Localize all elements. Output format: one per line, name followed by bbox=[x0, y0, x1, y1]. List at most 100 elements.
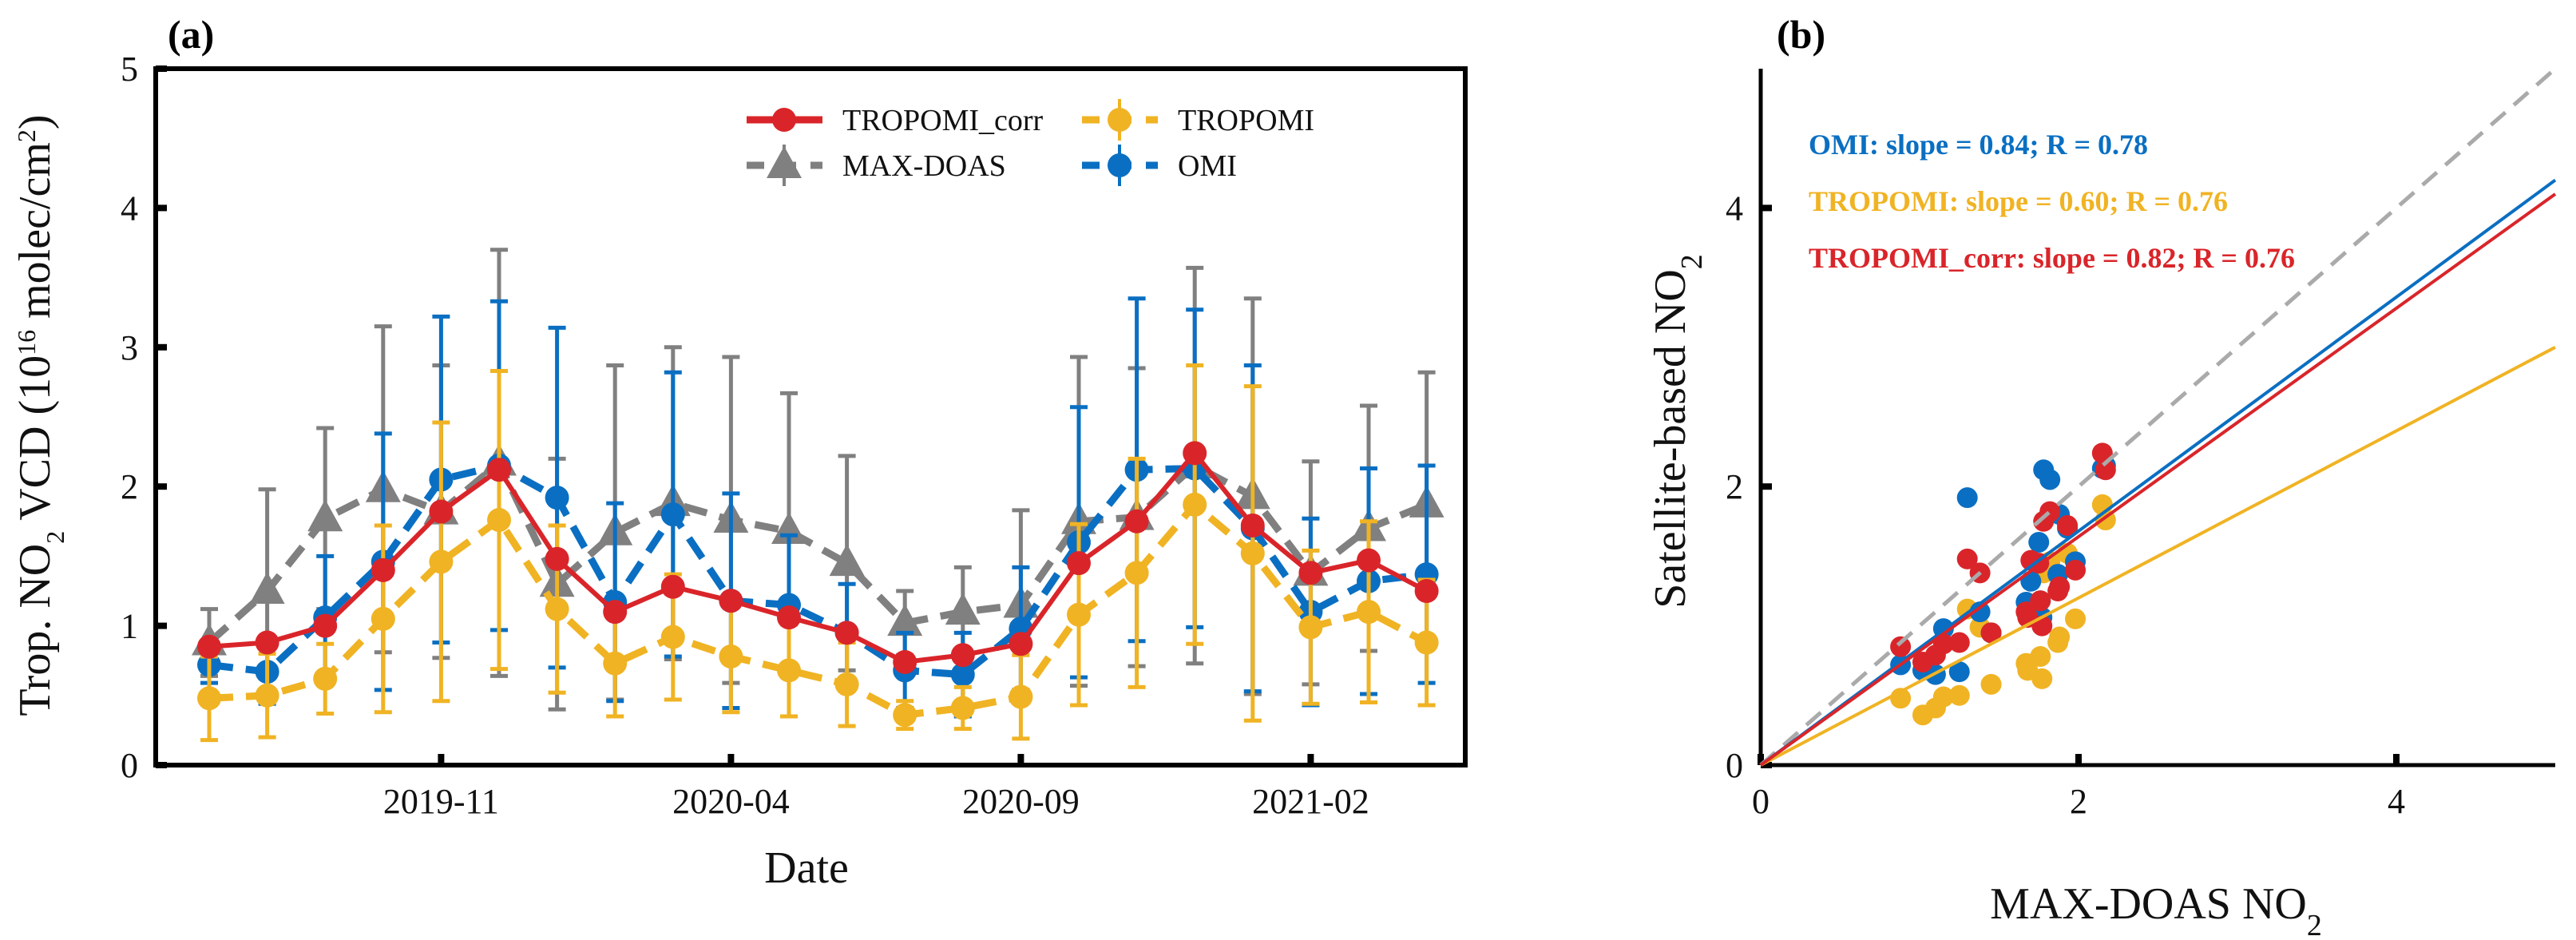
data-point bbox=[950, 643, 975, 668]
y-tick-label: 0 bbox=[1726, 746, 1743, 785]
y-tick-label: 2 bbox=[1726, 467, 1743, 506]
y-tick-label: 0 bbox=[121, 746, 138, 785]
data-point bbox=[197, 634, 221, 659]
data-point bbox=[893, 649, 917, 674]
data-point bbox=[719, 644, 743, 668]
scatter-point bbox=[1956, 548, 1978, 569]
panel-a-y-title: Trop. NO2 VCD (1016 molec/cm2) bbox=[10, 114, 69, 716]
data-point bbox=[313, 666, 338, 691]
panel-a-x-title: Date bbox=[764, 843, 849, 893]
fit-line-omi bbox=[1759, 178, 2557, 767]
data-point bbox=[1067, 551, 1091, 576]
data-point bbox=[1183, 441, 1207, 466]
x-tick-label: 2019-11 bbox=[383, 782, 499, 821]
data-point bbox=[249, 572, 285, 604]
panel-b-label: (b) bbox=[1777, 12, 1825, 57]
y-tick-label: 3 bbox=[121, 328, 138, 367]
x-tick-label: 2 bbox=[2070, 782, 2087, 821]
series-line bbox=[207, 457, 1429, 645]
legend-label: TROPOMI bbox=[1178, 104, 1314, 137]
data-point bbox=[1357, 600, 1381, 625]
scatter-point bbox=[1932, 686, 1954, 708]
data-point bbox=[255, 630, 279, 655]
data-point bbox=[1298, 561, 1323, 585]
data-point bbox=[545, 597, 569, 621]
scatter-tropomi_corr bbox=[1890, 442, 2116, 672]
one-to-one-line bbox=[1759, 67, 2557, 767]
data-point bbox=[603, 651, 628, 676]
scatter-point bbox=[2030, 590, 2051, 612]
data-point bbox=[197, 686, 221, 711]
x-tick-label: 2021-02 bbox=[1252, 782, 1369, 821]
fit-label-tropomi: TROPOMI: slope = 0.60; R = 0.76 bbox=[1809, 185, 2228, 217]
data-point bbox=[893, 703, 917, 728]
legend-label: MAX-DOAS bbox=[842, 149, 1006, 183]
scatter-point bbox=[2033, 510, 2055, 532]
data-point bbox=[950, 662, 975, 687]
data-point bbox=[603, 600, 628, 625]
scatter-point bbox=[1980, 673, 2002, 695]
data-point bbox=[487, 508, 511, 533]
data-point bbox=[545, 486, 569, 510]
scatter-point bbox=[2017, 660, 2039, 681]
x-tick-label: 2020-04 bbox=[672, 782, 790, 821]
data-point bbox=[660, 574, 685, 599]
x-tick-label: 0 bbox=[1752, 782, 1770, 821]
data-point bbox=[829, 544, 865, 577]
scatter-point bbox=[2033, 459, 2055, 481]
scatter-point bbox=[2091, 442, 2113, 464]
panel-b-y-title: Satellite-based NO2 bbox=[1646, 254, 1709, 609]
panel-b-x-title: MAX-DOAS NO2 bbox=[1990, 879, 2322, 940]
y-tick-label: 4 bbox=[1726, 188, 1743, 228]
data-point bbox=[545, 546, 569, 571]
scatter-point bbox=[1948, 684, 1970, 706]
scatter-point bbox=[2030, 645, 2051, 667]
scatter-point bbox=[2020, 570, 2042, 592]
data-point bbox=[313, 613, 338, 638]
y-tick-label: 5 bbox=[121, 50, 138, 89]
data-point bbox=[1240, 514, 1265, 538]
data-point bbox=[371, 557, 395, 582]
legend-marker bbox=[1108, 153, 1131, 177]
data-point bbox=[1240, 541, 1265, 565]
data-point bbox=[1124, 561, 1149, 585]
y-tick-label: 1 bbox=[121, 607, 138, 646]
data-point bbox=[660, 625, 685, 649]
data-point bbox=[1124, 509, 1149, 533]
legend-item-tropomi: TROPOMI bbox=[1082, 99, 1314, 141]
y-tick-label: 2 bbox=[121, 467, 138, 506]
x-tick-label: 2020-09 bbox=[962, 782, 1080, 821]
data-point bbox=[429, 499, 454, 524]
scatter-point bbox=[1980, 622, 2002, 644]
scatter-point bbox=[1890, 636, 1912, 657]
y-tick-label: 4 bbox=[121, 188, 138, 228]
data-point bbox=[1298, 615, 1323, 640]
data-point bbox=[950, 696, 975, 720]
data-point bbox=[1009, 684, 1033, 709]
legend-label: TROPOMI_corr bbox=[842, 104, 1044, 137]
data-point bbox=[1414, 630, 1439, 655]
panel-a-label: (a) bbox=[168, 12, 214, 57]
data-point bbox=[1009, 632, 1033, 656]
data-point bbox=[945, 593, 981, 625]
series-max-doas bbox=[192, 248, 1445, 712]
fit-line-tropomi bbox=[1760, 346, 2556, 767]
data-point bbox=[255, 683, 279, 708]
series-line bbox=[208, 462, 1428, 679]
data-point bbox=[1414, 579, 1439, 603]
data-point bbox=[307, 499, 343, 532]
legend-item-tropomi_corr: TROPOMI_corr bbox=[747, 104, 1044, 137]
data-point bbox=[719, 589, 743, 613]
legend-marker bbox=[767, 146, 802, 178]
scatter-point bbox=[2047, 632, 2069, 653]
scatter-point bbox=[2065, 559, 2087, 581]
legend-item-max-doas: MAX-DOAS bbox=[747, 145, 1006, 186]
panel-a-frame bbox=[153, 66, 1468, 767]
legend-label: OMI bbox=[1178, 149, 1237, 183]
data-point bbox=[1183, 492, 1207, 517]
scatter-point bbox=[2047, 581, 2069, 601]
scatter-point bbox=[2028, 531, 2050, 553]
scatter-point bbox=[2094, 459, 2116, 481]
data-point bbox=[371, 606, 395, 631]
